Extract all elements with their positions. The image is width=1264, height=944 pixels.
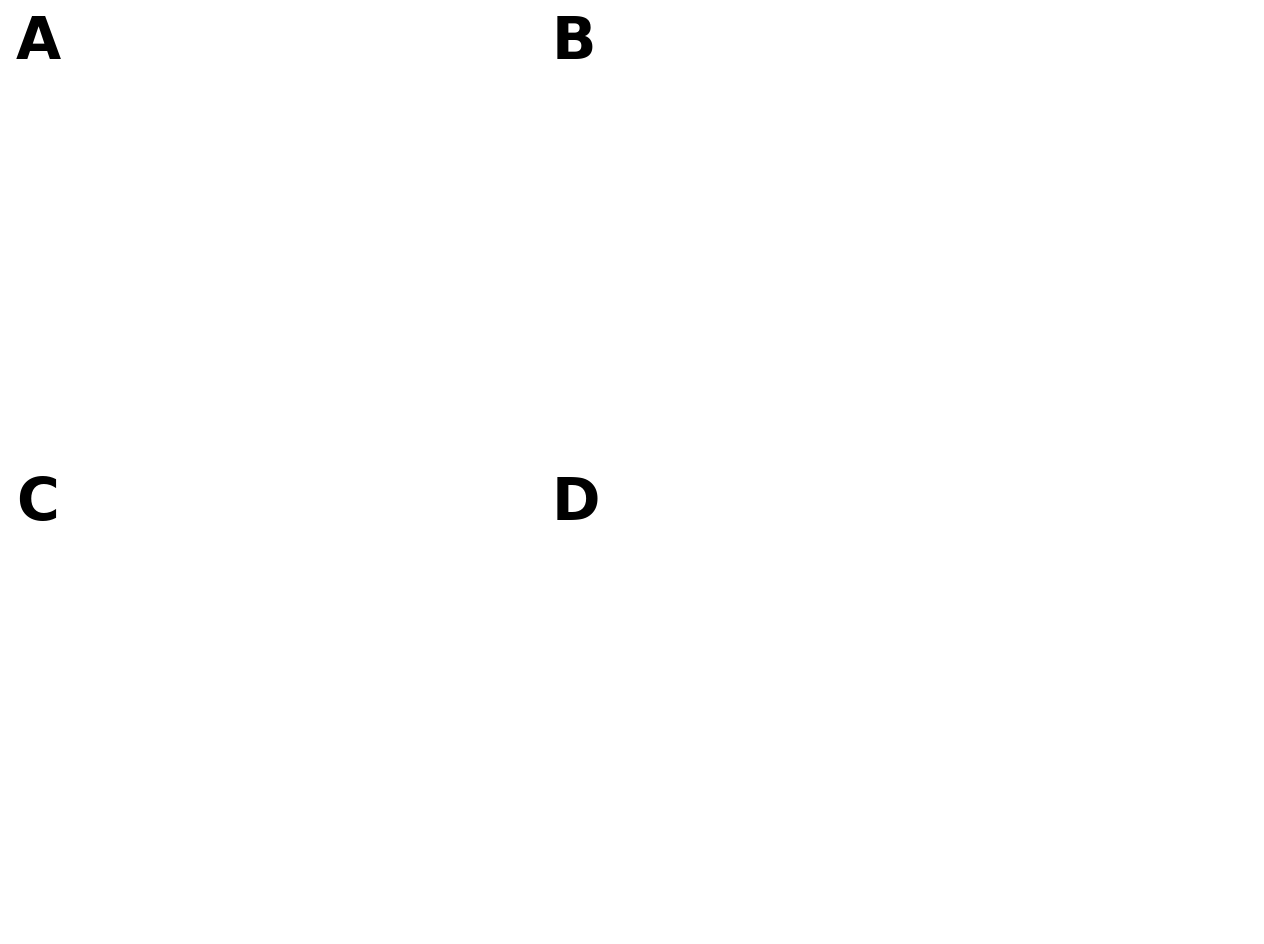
Text: B: B [552, 14, 597, 71]
Text: A: A [16, 14, 61, 71]
Text: C: C [16, 475, 58, 531]
Text: D: D [552, 475, 600, 531]
